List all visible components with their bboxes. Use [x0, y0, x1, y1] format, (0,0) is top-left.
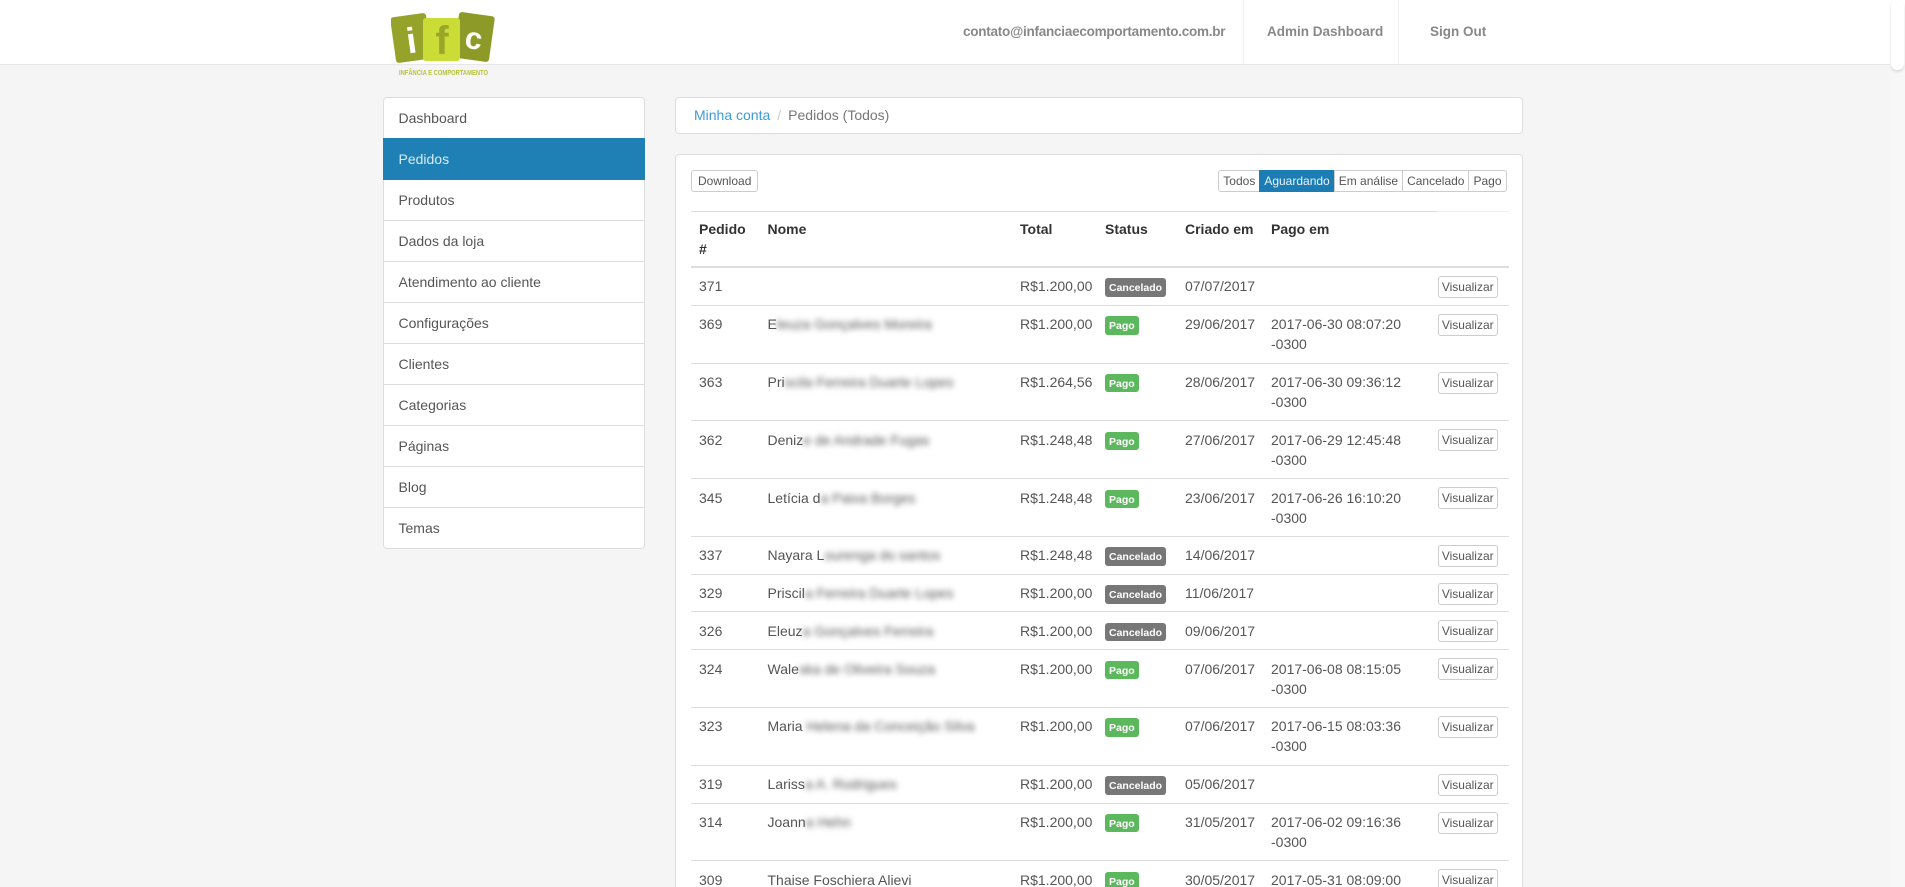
- svg-text:INFÂNCIA E COMPORTAMENTO: INFÂNCIA E COMPORTAMENTO: [399, 68, 488, 77]
- svg-text:c: c: [463, 20, 485, 57]
- svg-text:f: f: [435, 19, 449, 63]
